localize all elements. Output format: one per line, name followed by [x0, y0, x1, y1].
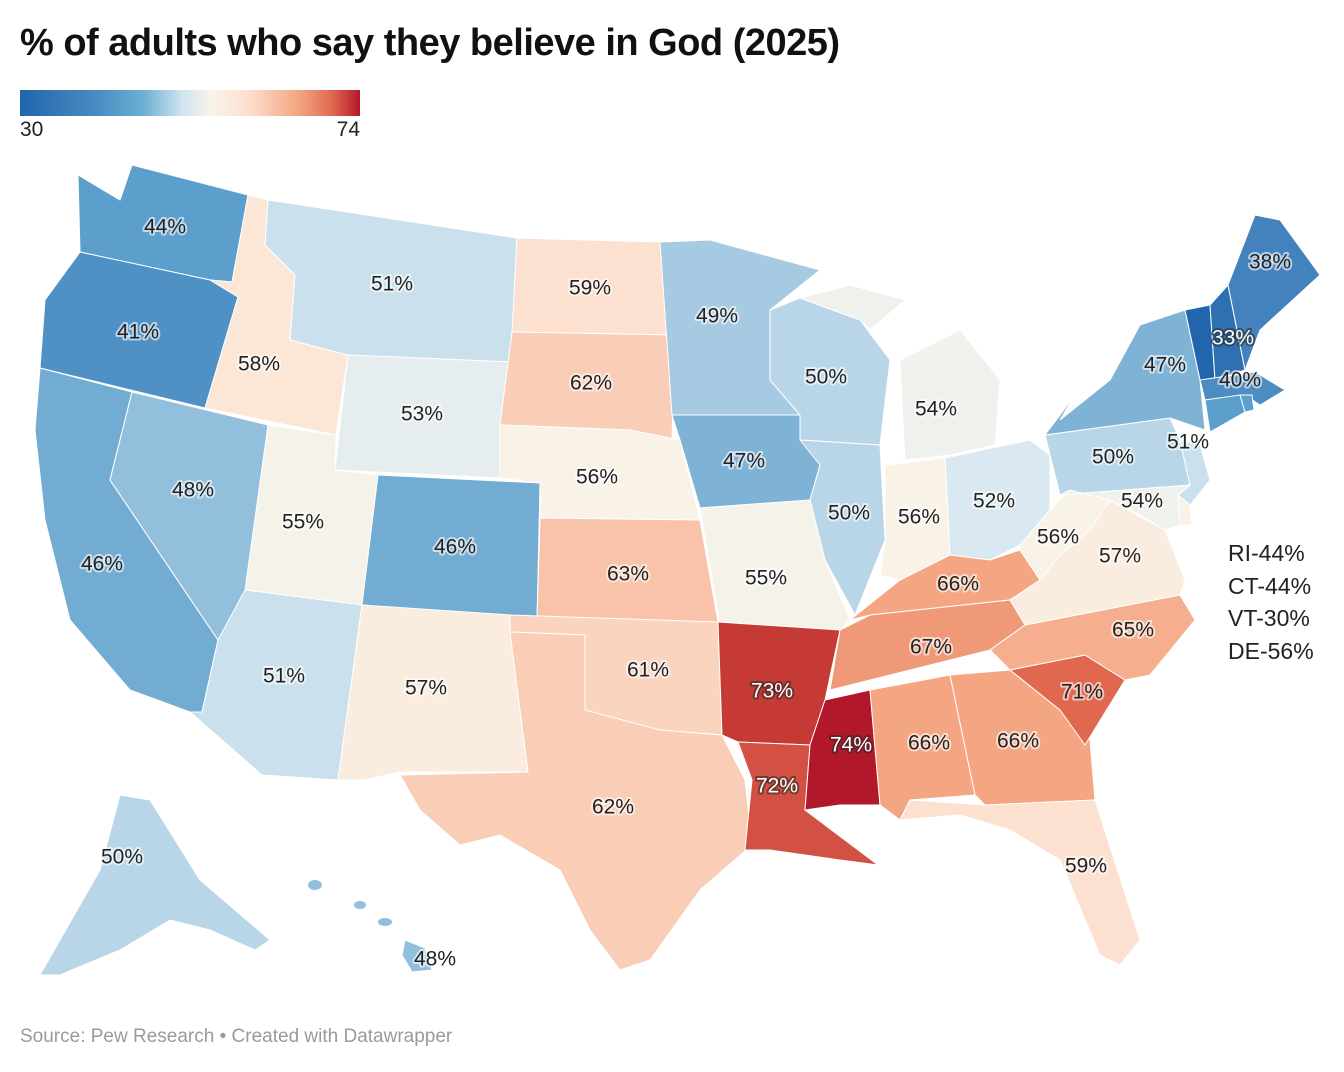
state-label-co: 46% [434, 536, 476, 559]
footer: Source: Pew Research • Created with Data… [20, 1026, 452, 1048]
state-label-nh: 33% [1212, 327, 1254, 350]
state-label-az: 51% [263, 665, 305, 688]
state-label-in: 56% [898, 506, 940, 529]
state-mi[interactable] [899, 329, 1001, 461]
state-label-wy: 53% [401, 403, 443, 426]
small-state-notes: RI-44% CT-44% VT-30% DE-56% [1228, 537, 1314, 667]
legend-gradient-bar [20, 90, 360, 116]
state-hi-island[interactable] [308, 880, 322, 890]
state-me[interactable] [1227, 214, 1321, 372]
state-ak[interactable] [39, 794, 271, 976]
state-fl[interactable] [899, 799, 1141, 966]
state-hi[interactable] [401, 939, 433, 973]
legend-max-label: 74 [336, 118, 360, 141]
source-text: Source: Pew Research [20, 1026, 215, 1047]
state-label-ok: 61% [627, 659, 669, 682]
state-mi[interactable] [798, 284, 907, 331]
note-de: DE-56% [1228, 637, 1314, 664]
state-label-ca: 46% [81, 553, 123, 576]
state-label-mo: 55% [745, 567, 787, 590]
state-label-oh: 52% [973, 490, 1015, 513]
state-label-nm: 57% [405, 677, 447, 700]
state-tx[interactable] [399, 631, 753, 971]
state-ri[interactable] [1239, 394, 1255, 413]
state-label-wv: 56% [1037, 526, 1079, 549]
state-label-nj: 51% [1167, 431, 1209, 454]
state-md[interactable] [1059, 484, 1192, 531]
state-hi-island[interactable] [354, 901, 366, 909]
state-hi-island[interactable] [378, 918, 392, 926]
note-ri: RI-44% [1228, 540, 1305, 566]
state-label-ms: 74% [830, 734, 872, 757]
state-label-ar: 73% [751, 680, 793, 703]
state-label-sc: 71% [1061, 681, 1103, 704]
state-label-mn: 49% [696, 305, 738, 328]
state-label-pa: 50% [1092, 446, 1134, 469]
state-label-ut: 55% [282, 511, 324, 534]
state-label-wa: 44% [144, 216, 186, 239]
chart-title: % of adults who say they believe in God … [20, 22, 840, 64]
color-legend: 30 74 [20, 90, 360, 142]
state-label-mi: 54% [915, 398, 957, 421]
state-label-ma: 40% [1219, 369, 1261, 392]
state-label-la: 72% [756, 775, 798, 798]
credit-link[interactable]: • Created with Datawrapper [219, 1026, 453, 1047]
state-label-nv: 48% [172, 479, 214, 502]
state-label-al: 66% [908, 732, 950, 755]
state-label-sd: 62% [570, 372, 612, 395]
state-label-ny: 47% [1144, 354, 1186, 377]
state-label-hi: 48% [414, 948, 456, 971]
state-label-ia: 47% [723, 450, 765, 473]
state-label-ks: 63% [607, 563, 649, 586]
state-label-tx: 62% [592, 796, 634, 819]
state-il[interactable] [798, 439, 886, 617]
legend-min-label: 30 [20, 118, 44, 141]
state-label-ne: 56% [576, 466, 618, 489]
state-label-me: 38% [1249, 251, 1291, 274]
state-ny[interactable] [1043, 309, 1206, 436]
state-label-ak: 50% [101, 846, 143, 869]
state-label-md: 54% [1121, 490, 1163, 513]
note-vt: VT-30% [1228, 605, 1310, 631]
state-label-wi: 50% [805, 366, 847, 389]
state-label-tn: 67% [910, 636, 952, 659]
state-label-va: 57% [1099, 545, 1141, 568]
state-label-id: 58% [238, 353, 280, 376]
state-label-il: 50% [828, 502, 870, 525]
state-label-nd: 59% [569, 277, 611, 300]
state-label-or: 41% [117, 321, 159, 344]
state-label-ky: 66% [937, 573, 979, 596]
note-ct: CT-44% [1228, 572, 1312, 599]
state-label-nc: 65% [1112, 619, 1154, 642]
state-label-mt: 51% [371, 273, 413, 296]
state-label-ga: 66% [997, 730, 1039, 753]
state-ct[interactable] [1204, 394, 1246, 433]
state-label-fl: 59% [1065, 855, 1107, 878]
